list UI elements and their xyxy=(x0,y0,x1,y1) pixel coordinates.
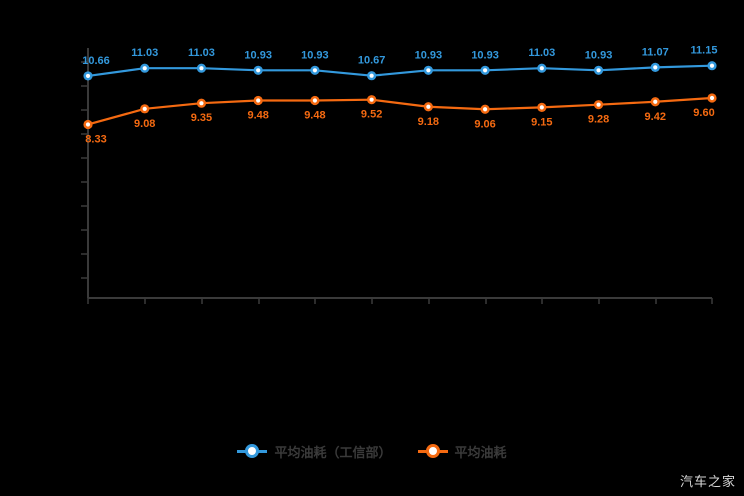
data-label: 9.08 xyxy=(134,118,155,130)
data-label: 9.28 xyxy=(588,114,609,126)
data-point-marker-center xyxy=(142,106,147,111)
data-label: 9.06 xyxy=(474,118,495,130)
data-label: 10.93 xyxy=(471,49,499,61)
data-label: 10.66 xyxy=(82,55,110,67)
legend-item-0[interactable]: 平均油耗（工信部） xyxy=(237,442,392,461)
data-point-marker-center xyxy=(482,107,488,112)
data-label: 9.52 xyxy=(361,109,382,121)
x-axis-ticks xyxy=(87,298,713,304)
data-point-marker-center xyxy=(539,105,544,110)
legend-marker-line-icon xyxy=(417,443,448,459)
series-line-1 xyxy=(86,96,714,126)
legend-label-0: 平均油耗（工信部） xyxy=(274,444,392,460)
data-label: 9.48 xyxy=(304,110,325,122)
data-label: 10.67 xyxy=(358,55,386,67)
data-point-marker-center xyxy=(653,99,658,104)
data-label: 11.15 xyxy=(691,45,718,57)
axes-group xyxy=(81,48,713,304)
y-axis-ticks xyxy=(81,61,88,279)
data-point-marker-center xyxy=(482,68,488,73)
series-line-0 xyxy=(86,64,714,78)
data-point-marker-center xyxy=(312,68,318,73)
data-point-marker-center xyxy=(142,66,147,71)
data-label: 10.93 xyxy=(585,49,613,61)
data-point-marker-center xyxy=(85,73,91,79)
data-label: 11.07 xyxy=(642,46,669,58)
data-point-marker-center xyxy=(426,104,431,109)
data-label: 9.42 xyxy=(645,111,666,123)
data-point-marker-center xyxy=(312,98,318,103)
data-label: 11.03 xyxy=(188,47,215,59)
data-point-marker-center xyxy=(199,101,204,106)
data-labels-layer: 10.66 11.03 11.03 10.93 10.93 10.67 10.93 10.93… xyxy=(82,45,717,146)
data-label: 10.93 xyxy=(244,49,272,61)
data-point-marker-center xyxy=(709,63,715,68)
data-point-marker-center xyxy=(256,68,261,73)
data-label: 9.35 xyxy=(191,112,212,124)
series-layer xyxy=(83,61,717,130)
data-point-marker-center xyxy=(596,102,601,107)
data-label: 9.15 xyxy=(531,116,552,128)
legend-item-1[interactable]: 平均油耗 xyxy=(417,442,507,461)
data-label: 9.18 xyxy=(418,116,439,128)
data-point-marker-center xyxy=(199,66,204,71)
data-label: 8.33 xyxy=(85,133,106,145)
data-label: 10.93 xyxy=(415,49,443,61)
data-point-marker-center xyxy=(256,98,261,103)
data-label: 11.03 xyxy=(131,47,158,59)
data-label: 10.93 xyxy=(301,49,329,61)
data-label: 9.60 xyxy=(693,107,714,119)
chart-legend: 平均油耗（工信部） 平均油耗 xyxy=(0,438,744,464)
watermark-autohome: 汽车之家 xyxy=(679,474,736,489)
data-label: 11.03 xyxy=(528,47,555,59)
data-point-marker-center xyxy=(539,66,544,71)
legend-label-1: 平均油耗 xyxy=(454,444,507,460)
data-point-marker-center xyxy=(426,68,431,73)
data-point-marker-center xyxy=(596,68,601,73)
data-point-marker-center xyxy=(709,95,715,101)
data-point-marker-center xyxy=(369,97,374,102)
legend-marker-line-icon xyxy=(237,443,268,459)
data-point-marker-center xyxy=(369,73,374,78)
data-point-marker-center xyxy=(653,65,658,70)
data-label: 9.48 xyxy=(247,110,268,122)
data-point-marker-center xyxy=(85,122,91,127)
